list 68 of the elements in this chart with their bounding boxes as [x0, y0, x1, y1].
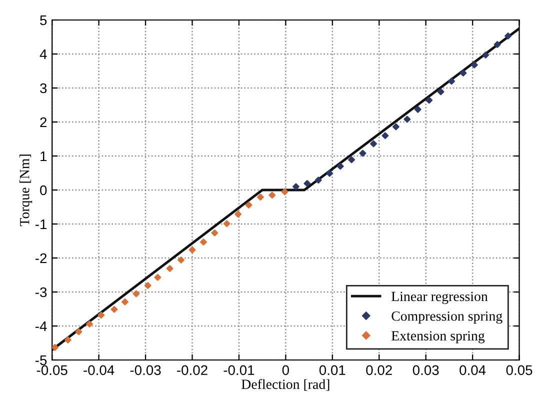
- point: [86, 320, 93, 328]
- point: [234, 210, 242, 218]
- point: [132, 290, 140, 298]
- y-axis-title: Torque [Nm]: [20, 154, 32, 226]
- point: [122, 298, 128, 306]
- point: [504, 32, 512, 40]
- point: [52, 344, 58, 351]
- point: [392, 123, 400, 130]
- y-tick-label: 5: [40, 15, 47, 26]
- x-tick-label: 0.01: [319, 365, 346, 376]
- point: [404, 116, 411, 123]
- y-tick-label: -5: [35, 355, 47, 366]
- y-tick-label: 1: [40, 151, 47, 162]
- legend-label: Linear regression: [392, 292, 488, 304]
- point: [98, 312, 105, 319]
- point: [448, 78, 456, 85]
- point: [178, 256, 185, 264]
- point: [326, 170, 334, 177]
- y-tick-label: 4: [40, 49, 47, 60]
- point: [370, 140, 377, 148]
- x-tick-label: 0.05: [506, 365, 532, 376]
- point: [382, 132, 389, 140]
- point: [460, 70, 467, 77]
- legend-label: Compression spring: [392, 311, 502, 324]
- x-tick-label: -0.04: [84, 365, 114, 376]
- y-tick-label: -3: [35, 287, 47, 298]
- x-tick-label: 0: [282, 365, 290, 376]
- x-tick-label: 0.04: [460, 365, 486, 376]
- y-tick-label: -4: [35, 321, 47, 332]
- y-tick-label: 2: [40, 117, 47, 128]
- point: [166, 265, 174, 272]
- point: [304, 180, 311, 188]
- point: [188, 246, 196, 254]
- point: [75, 328, 82, 336]
- x-tick-label: 0.02: [366, 365, 392, 376]
- legend-label: Extension spring: [392, 331, 485, 344]
- point: [336, 162, 344, 170]
- point: [64, 336, 72, 344]
- point: [223, 220, 230, 228]
- point: [154, 274, 162, 281]
- x-tick-label: 0.03: [412, 365, 439, 376]
- point: [437, 88, 444, 96]
- x-tick-label: -0.05: [36, 365, 68, 376]
- point: [110, 306, 118, 313]
- point: [426, 96, 433, 104]
- y-tick-label: 3: [40, 83, 47, 94]
- point: [256, 194, 264, 201]
- point: [470, 61, 478, 68]
- point: [211, 229, 218, 236]
- x-tick-label: -0.01: [224, 365, 254, 376]
- point: [292, 183, 300, 190]
- point: [494, 41, 501, 48]
- x-tick-label: -0.03: [130, 365, 161, 376]
- point: [414, 106, 422, 113]
- x-axis-title: Deflection [rad]: [242, 379, 330, 391]
- point: [359, 150, 366, 157]
- y-tick-label: -1: [35, 219, 47, 230]
- point: [314, 176, 322, 184]
- point: [281, 188, 288, 196]
- y-tick-label: -2: [35, 253, 47, 264]
- point: [348, 156, 356, 164]
- point: [268, 192, 276, 199]
- point: [482, 52, 490, 58]
- point: [200, 238, 207, 246]
- x-tick-label: -0.02: [177, 365, 208, 376]
- point: [245, 201, 252, 208]
- point: [144, 282, 152, 290]
- y-tick-label: 0: [40, 185, 47, 196]
